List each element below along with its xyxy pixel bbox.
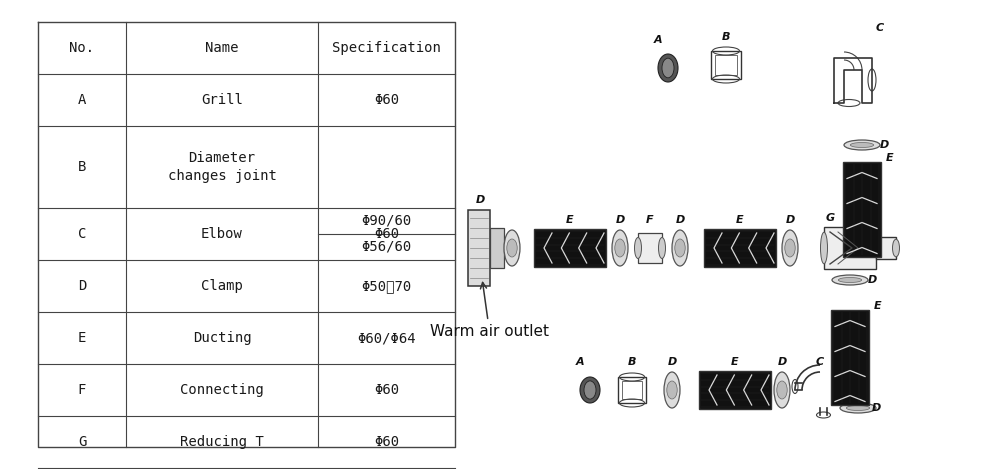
Text: E: E xyxy=(731,357,739,367)
Ellipse shape xyxy=(832,275,868,285)
Text: F: F xyxy=(78,383,86,397)
Text: Φ50～70: Φ50～70 xyxy=(361,279,412,293)
Bar xyxy=(704,229,776,267)
Bar xyxy=(711,51,741,79)
Text: F: F xyxy=(646,215,654,225)
Ellipse shape xyxy=(844,140,880,150)
Text: Grill: Grill xyxy=(201,93,243,107)
Ellipse shape xyxy=(820,232,828,264)
Text: D: D xyxy=(675,215,685,225)
Ellipse shape xyxy=(612,230,628,266)
Text: C: C xyxy=(816,357,824,367)
Text: Φ90/60: Φ90/60 xyxy=(361,214,412,228)
Text: B: B xyxy=(628,357,636,367)
Bar xyxy=(876,237,896,259)
Text: Ducting: Ducting xyxy=(193,331,251,345)
Bar xyxy=(534,229,606,267)
Text: Φ56/60: Φ56/60 xyxy=(361,240,412,254)
Text: Φ60: Φ60 xyxy=(374,93,399,107)
Text: Clamp: Clamp xyxy=(201,279,243,293)
Ellipse shape xyxy=(658,54,678,82)
Text: G: G xyxy=(825,213,835,223)
Text: Reducing T: Reducing T xyxy=(180,435,264,449)
Text: D: D xyxy=(475,195,485,205)
Ellipse shape xyxy=(675,239,685,257)
Ellipse shape xyxy=(774,372,790,408)
Ellipse shape xyxy=(667,381,677,399)
Ellipse shape xyxy=(840,403,876,413)
Bar xyxy=(490,228,504,268)
Bar xyxy=(622,381,642,399)
Ellipse shape xyxy=(850,143,874,147)
Ellipse shape xyxy=(846,406,870,410)
Ellipse shape xyxy=(662,58,674,78)
Text: A: A xyxy=(78,93,86,107)
Ellipse shape xyxy=(580,377,600,403)
Text: D: D xyxy=(785,215,795,225)
Text: D: D xyxy=(78,279,86,293)
Bar xyxy=(618,377,646,403)
Ellipse shape xyxy=(838,278,862,282)
Text: Φ60: Φ60 xyxy=(374,435,399,449)
Ellipse shape xyxy=(504,230,520,266)
Text: D: D xyxy=(777,357,787,367)
Text: E: E xyxy=(874,301,882,311)
Ellipse shape xyxy=(672,230,688,266)
Text: Connecting: Connecting xyxy=(180,383,264,397)
Text: D: D xyxy=(615,215,625,225)
Bar xyxy=(638,233,662,263)
Bar xyxy=(824,227,876,269)
Ellipse shape xyxy=(785,239,795,257)
Ellipse shape xyxy=(635,237,642,258)
Text: E: E xyxy=(736,215,744,225)
Text: Φ60/Φ64: Φ60/Φ64 xyxy=(357,331,416,345)
Text: Warm air outlet: Warm air outlet xyxy=(430,282,549,339)
Bar xyxy=(843,162,881,257)
Text: B: B xyxy=(722,32,730,42)
Text: C: C xyxy=(78,227,86,241)
Text: A: A xyxy=(654,35,662,45)
Text: E: E xyxy=(566,215,574,225)
Text: B: B xyxy=(78,160,86,174)
Text: Specification: Specification xyxy=(332,41,441,55)
Text: No.: No. xyxy=(69,41,95,55)
Text: G: G xyxy=(78,435,86,449)
Bar xyxy=(699,371,771,409)
Text: D: D xyxy=(867,275,877,285)
Text: D: D xyxy=(879,140,889,150)
Text: A: A xyxy=(576,357,584,367)
Text: C: C xyxy=(876,23,884,33)
Bar xyxy=(468,210,490,286)
Ellipse shape xyxy=(615,239,625,257)
Ellipse shape xyxy=(584,381,596,399)
Bar xyxy=(715,55,737,75)
Ellipse shape xyxy=(664,372,680,408)
Text: Name: Name xyxy=(205,41,239,55)
Bar xyxy=(831,310,869,406)
Text: D: D xyxy=(871,403,881,413)
Ellipse shape xyxy=(507,239,517,257)
Text: E: E xyxy=(886,153,894,163)
Ellipse shape xyxy=(893,239,900,257)
Text: Φ60: Φ60 xyxy=(374,383,399,397)
Ellipse shape xyxy=(777,381,787,399)
Text: Φ60: Φ60 xyxy=(374,227,399,241)
Ellipse shape xyxy=(782,230,798,266)
Text: D: D xyxy=(667,357,677,367)
Ellipse shape xyxy=(658,237,666,258)
Text: Diameter
changes joint: Diameter changes joint xyxy=(168,151,276,183)
Text: E: E xyxy=(78,331,86,345)
Text: Elbow: Elbow xyxy=(201,227,243,241)
